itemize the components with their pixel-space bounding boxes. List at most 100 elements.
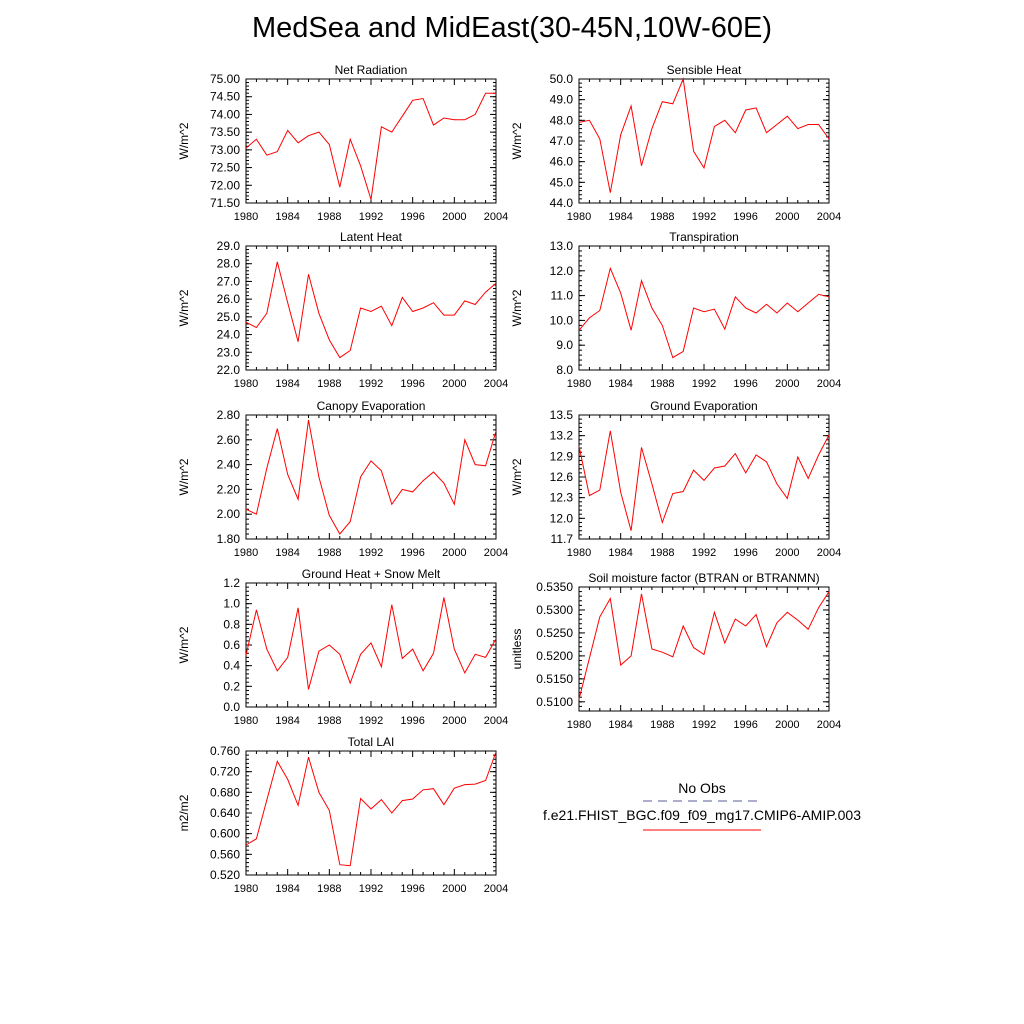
x-tick-label: 1996 bbox=[400, 378, 424, 390]
panel-title: Transpiration bbox=[669, 230, 739, 244]
y-axis-label: W/m^2 bbox=[177, 122, 191, 159]
y-tick-label: 0.6 bbox=[223, 638, 240, 652]
y-tick-label: 25.0 bbox=[217, 310, 241, 324]
x-tick-label: 1984 bbox=[275, 378, 299, 390]
x-tick-label: 2004 bbox=[817, 719, 841, 731]
panel-4: Transpiration W/m^2 1980 1984 1988 1992 1996 20… bbox=[510, 230, 841, 390]
y-tick-label: 0.5150 bbox=[536, 672, 573, 686]
x-tick-label: 1980 bbox=[567, 547, 591, 559]
panel-6: Ground Evaporation W/m^2 1980 1984 1988 1992 1… bbox=[510, 399, 841, 559]
x-tick-label: 2004 bbox=[484, 715, 508, 727]
y-tick-label: 26.0 bbox=[217, 292, 241, 306]
x-tick-label: 1988 bbox=[317, 211, 341, 223]
panel-title: Ground Heat + Snow Melt bbox=[302, 567, 441, 581]
panel-2: Sensible Heat W/m^2 1980 1984 1988 1992 1996 20… bbox=[510, 63, 841, 223]
x-tick-label: 1984 bbox=[608, 378, 632, 390]
x-tick-label: 1984 bbox=[608, 547, 632, 559]
x-tick-label: 1996 bbox=[733, 378, 757, 390]
plot-frame bbox=[245, 245, 497, 371]
legend: No Obs f.e21.FHIST_BGC.f09_f09_mg17.CMIP6… bbox=[543, 780, 861, 831]
series-line bbox=[245, 751, 497, 867]
x-tick-label: 1980 bbox=[234, 211, 258, 223]
x-tick-label: 1992 bbox=[359, 211, 383, 223]
y-tick-label: 45.0 bbox=[550, 175, 574, 189]
page-title: MedSea and MidEast(30-45N,10W-60E) bbox=[251, 12, 773, 44]
x-tick-label: 2004 bbox=[484, 547, 508, 559]
x-tick-label: 1992 bbox=[359, 547, 383, 559]
x-tick-label: 1980 bbox=[567, 378, 591, 390]
y-tick-label: 0.680 bbox=[210, 785, 240, 799]
legend-obs-label: No Obs bbox=[678, 780, 725, 796]
x-tick-label: 1988 bbox=[650, 719, 674, 731]
y-axis-label: W/m^2 bbox=[177, 626, 191, 663]
y-tick-label: 2.00 bbox=[217, 507, 241, 521]
x-tick-label: 1988 bbox=[317, 715, 341, 727]
x-tick-label: 1980 bbox=[567, 719, 591, 731]
y-tick-label: 72.00 bbox=[210, 178, 240, 192]
series-line bbox=[245, 597, 497, 690]
series-line bbox=[578, 430, 830, 531]
y-tick-label: 0.760 bbox=[210, 744, 240, 758]
plot-frame bbox=[578, 586, 830, 712]
x-tick-label: 1984 bbox=[275, 883, 299, 895]
y-tick-label: 11.7 bbox=[551, 532, 574, 546]
x-tick-label: 1984 bbox=[608, 719, 632, 731]
y-tick-label: 0.0 bbox=[223, 700, 240, 714]
x-tick-label: 1980 bbox=[234, 715, 258, 727]
x-tick-label: 1992 bbox=[359, 715, 383, 727]
x-tick-label: 2000 bbox=[442, 378, 466, 390]
y-axis-label: W/m^2 bbox=[510, 289, 524, 326]
y-tick-label: 75.00 bbox=[210, 72, 240, 86]
panel-title: Ground Evaporation bbox=[650, 399, 757, 413]
panel-5: Canopy Evaporation W/m^2 1980 1984 1988 1992 1… bbox=[177, 399, 508, 559]
y-axis-label: unitless bbox=[510, 629, 524, 670]
x-tick-label: 2004 bbox=[817, 547, 841, 559]
y-tick-label: 12.9 bbox=[550, 449, 574, 463]
y-tick-label: 44.0 bbox=[550, 196, 574, 210]
y-tick-label: 12.0 bbox=[550, 511, 574, 525]
y-tick-label: 0.600 bbox=[210, 827, 240, 841]
y-tick-label: 23.0 bbox=[217, 345, 241, 359]
y-tick-label: 74.00 bbox=[210, 107, 240, 121]
x-tick-label: 2000 bbox=[775, 378, 799, 390]
plot-frame bbox=[245, 78, 497, 204]
y-tick-label: 0.5300 bbox=[536, 603, 573, 617]
y-tick-label: 73.00 bbox=[210, 143, 240, 157]
y-tick-label: 0.5250 bbox=[536, 626, 573, 640]
y-tick-label: 2.20 bbox=[217, 482, 241, 496]
plot-frame bbox=[578, 414, 830, 540]
x-tick-label: 1980 bbox=[234, 883, 258, 895]
y-tick-label: 22.0 bbox=[217, 363, 241, 377]
y-tick-label: 48.0 bbox=[550, 113, 574, 127]
panel-1: Net Radiation W/m^2 1980 1984 1988 1992 1996 20… bbox=[177, 63, 508, 223]
x-tick-label: 1988 bbox=[317, 378, 341, 390]
y-tick-label: 29.0 bbox=[217, 239, 241, 253]
x-tick-label: 1996 bbox=[400, 715, 424, 727]
y-tick-label: 27.0 bbox=[217, 274, 241, 288]
y-tick-label: 0.5350 bbox=[536, 580, 573, 594]
y-tick-label: 0.640 bbox=[210, 806, 240, 820]
x-tick-label: 1996 bbox=[400, 211, 424, 223]
x-tick-label: 2004 bbox=[817, 378, 841, 390]
x-tick-label: 1996 bbox=[400, 547, 424, 559]
y-tick-label: 1.80 bbox=[217, 532, 241, 546]
x-tick-label: 1996 bbox=[400, 883, 424, 895]
y-tick-label: 12.3 bbox=[550, 491, 574, 505]
y-tick-label: 13.2 bbox=[550, 429, 574, 443]
x-tick-label: 1988 bbox=[317, 547, 341, 559]
x-tick-label: 1992 bbox=[692, 378, 716, 390]
x-tick-label: 1988 bbox=[650, 211, 674, 223]
x-tick-label: 2004 bbox=[484, 883, 508, 895]
panel-title: Soil moisture factor (BTRAN or BTRANMN) bbox=[588, 571, 819, 585]
y-tick-label: 12.6 bbox=[550, 470, 574, 484]
x-tick-label: 2000 bbox=[775, 719, 799, 731]
y-tick-label: 2.80 bbox=[217, 408, 241, 422]
plot-frame bbox=[245, 750, 497, 876]
y-tick-label: 9.0 bbox=[556, 338, 573, 352]
x-tick-label: 1996 bbox=[733, 211, 757, 223]
series-line bbox=[578, 266, 830, 359]
y-tick-label: 8.0 bbox=[556, 363, 573, 377]
series-line bbox=[578, 77, 830, 193]
x-tick-label: 1984 bbox=[608, 211, 632, 223]
